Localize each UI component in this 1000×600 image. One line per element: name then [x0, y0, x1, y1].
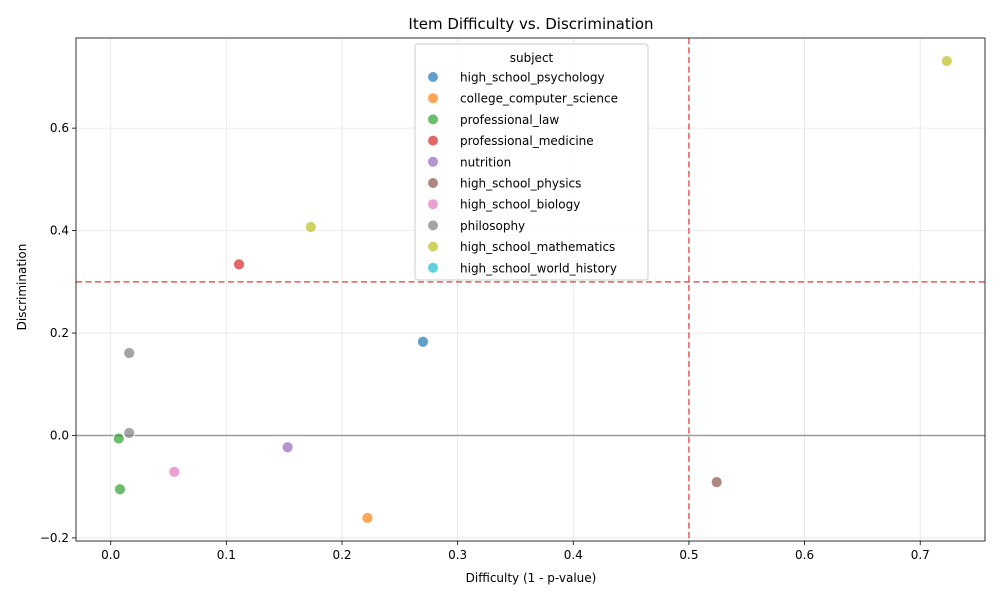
x-tick-label: 0.6 [795, 548, 814, 562]
legend-marker [428, 262, 438, 273]
y-axis-ticks: −0.2 0.0 0.2 0.4 0.6 [40, 121, 76, 545]
legend-marker [428, 135, 438, 146]
legend-label: professional_medicine [460, 134, 594, 148]
x-tick-label: 0.0 [101, 548, 120, 562]
y-tick-label: 0.2 [50, 326, 69, 340]
legend-marker [428, 93, 438, 104]
data-point-nutrition [281, 441, 294, 454]
x-tick-label: 0.2 [332, 548, 351, 562]
y-tick-label: 0.0 [50, 428, 69, 442]
x-tick-label: 0.1 [217, 548, 236, 562]
data-point-high_school_physics [710, 476, 723, 488]
x-tick-label: 0.7 [911, 548, 930, 562]
legend-label: college_computer_science [460, 92, 618, 106]
legend-label: high_school_physics [460, 177, 581, 191]
legend-marker [428, 241, 438, 252]
legend-label: high_school_world_history [460, 261, 617, 275]
legend-label: nutrition [460, 155, 511, 169]
data-point-professional_law [112, 432, 125, 445]
legend-label: high_school_psychology [460, 71, 605, 85]
data-point-high_school_biology [168, 465, 181, 478]
legend-label: high_school_biology [460, 198, 580, 212]
legend-marker [428, 220, 438, 231]
legend-marker [428, 114, 438, 125]
data-point-philosophy [123, 347, 136, 359]
data-point-professional_medicine [233, 258, 245, 271]
y-tick-label: −0.2 [40, 531, 69, 545]
x-tick-label: 0.3 [448, 548, 467, 562]
legend-items: high_school_psychology college_computer_s… [428, 71, 618, 275]
x-axis-ticks: 0.0 0.1 0.2 0.3 0.4 0.5 0.6 0.7 [101, 541, 930, 562]
y-tick-label: 0.4 [50, 224, 69, 238]
legend-marker [428, 72, 438, 82]
plot-frame [75, 37, 986, 542]
x-tick-label: 0.4 [564, 548, 583, 562]
y-axis-label: Discrimination [15, 244, 29, 331]
x-axis-label: Difficulty (1 - p-value) [466, 571, 597, 585]
legend-label: philosophy [460, 219, 525, 233]
data-point-high_school_mathematics [304, 221, 317, 233]
legend: subject high_school_psychology college_co… [414, 43, 649, 281]
legend-box [414, 43, 649, 281]
data-point-college_computer_science [361, 512, 374, 524]
data-point-high_school_psychology [417, 335, 429, 348]
legend-marker [428, 199, 438, 210]
data-point-high_school_mathematics [940, 55, 953, 67]
legend-label: high_school_mathematics [460, 240, 615, 254]
chart-title: Item Difficulty vs. Discrimination [408, 15, 653, 33]
x-tick-label: 0.5 [679, 548, 698, 562]
reference-lines [76, 38, 985, 541]
data-point-philosophy [123, 427, 136, 439]
legend-label: professional_law [460, 113, 559, 127]
data-point-professional_law [114, 483, 126, 496]
legend-marker [428, 178, 438, 188]
data-points [112, 55, 953, 524]
legend-marker [428, 156, 438, 167]
y-tick-label: 0.6 [50, 121, 69, 135]
legend-title: subject [510, 51, 554, 65]
